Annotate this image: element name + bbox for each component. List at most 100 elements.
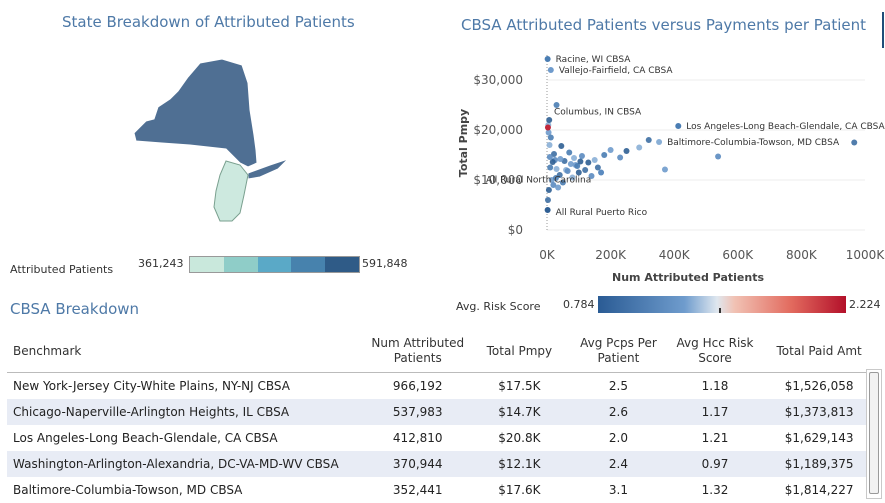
cell-paid: $1,526,058 <box>784 379 854 393</box>
x-tick-label: 1000K <box>846 248 885 262</box>
labeled-data-point <box>544 207 551 213</box>
data-point <box>550 151 557 157</box>
labeled-data-point <box>544 56 551 62</box>
risk-marker <box>719 308 721 313</box>
cell-paid: $1,189,375 <box>784 457 854 471</box>
data-point <box>645 137 652 143</box>
point-label: Racine, WI CBSA <box>556 55 632 65</box>
state-panel-title: State Breakdown of Attributed Patients <box>62 13 355 31</box>
data-point <box>569 174 576 181</box>
data-point <box>545 129 552 136</box>
data-point <box>636 144 643 151</box>
header-num-attributed[interactable]: Num Attributed Patients <box>371 336 465 365</box>
data-point <box>574 163 581 169</box>
header-total-paid[interactable]: Total Paid Amt <box>776 343 862 358</box>
data-point <box>582 167 589 173</box>
legend-swatch-5 <box>325 257 359 272</box>
cell-pcps: 2.6 <box>608 405 628 419</box>
scrollbar-thumb[interactable] <box>869 372 879 494</box>
header-total-pmpy[interactable]: Total Pmpy <box>486 343 553 358</box>
table-row[interactable]: Los Angeles-Long Beach-Glendale, CA CBSA… <box>7 425 875 451</box>
cell-hcc: 1.17 <box>701 405 729 419</box>
data-point <box>567 161 574 167</box>
labeled-data-point <box>598 169 605 176</box>
data-point <box>552 175 559 181</box>
state-map[interactable] <box>130 55 290 225</box>
data-point <box>623 148 630 154</box>
legend-swatch-3 <box>257 257 292 272</box>
header-benchmark[interactable]: Benchmark <box>13 343 82 358</box>
data-point <box>557 156 564 162</box>
data-point <box>546 154 553 160</box>
new-jersey-state-shape[interactable] <box>213 160 249 222</box>
legend-min-value: 361,243 <box>138 257 184 270</box>
y-axis-title: Total Pmpy <box>457 109 470 177</box>
long-island-shape[interactable] <box>247 158 289 180</box>
legend-swatch-2 <box>223 257 258 272</box>
table-scrollbar[interactable] <box>866 369 882 499</box>
cell-pcps: 2.4 <box>608 457 628 471</box>
header-avg-hcc[interactable]: Avg Hcc Risk Score <box>676 336 754 365</box>
cell-pmpy: $14.7K <box>498 405 541 419</box>
data-point <box>545 187 552 193</box>
cell-pcps: 2.0 <box>608 431 628 445</box>
data-point <box>578 153 585 159</box>
cell-benchmark: Chicago-Naperville-Arlington Heights, IL… <box>13 405 290 419</box>
data-point <box>553 166 560 172</box>
risk-legend-min: 0.784 <box>563 298 595 311</box>
legend-swatch-4 <box>291 257 326 272</box>
point-label: Baltimore-Columbia-Towson, MD CBSA <box>667 138 840 148</box>
x-tick-label: 0K <box>539 248 556 262</box>
cell-pcps: 3.1 <box>608 483 628 497</box>
x-tick-label: 800K <box>786 248 818 262</box>
point-label: All Rural North Carolina <box>486 176 591 186</box>
legend-label: Attributed Patients <box>10 263 114 276</box>
risk-legend-max: 2.224 <box>849 298 881 311</box>
data-point <box>715 153 722 160</box>
cell-hcc: 0.97 <box>701 457 729 471</box>
cell-paid: $1,814,227 <box>784 483 854 497</box>
data-point <box>544 197 551 203</box>
data-point <box>571 155 578 161</box>
data-point <box>851 139 858 146</box>
data-point <box>577 158 584 165</box>
panel-edge-bar <box>882 12 884 48</box>
cell-paid: $1,373,813 <box>784 405 854 419</box>
cell-paid: $1,629,143 <box>784 431 854 445</box>
labeled-data-point <box>544 124 551 131</box>
data-point <box>575 169 582 176</box>
point-label: Los Angeles-Long Beach-Glendale, CA CBSA <box>686 122 885 132</box>
table-row[interactable]: Chicago-Naperville-Arlington Heights, IL… <box>7 399 875 425</box>
x-axis-title: Num Attributed Patients <box>612 271 764 284</box>
cell-pmpy: $20.8K <box>498 431 541 445</box>
data-point <box>607 147 614 153</box>
data-point <box>559 179 566 186</box>
cell-benchmark: Washington-Arlington-Alexandria, DC-VA-M… <box>13 457 339 471</box>
data-point <box>566 149 573 156</box>
y-tick-label: $30,000 <box>473 73 523 87</box>
cell-num: 412,810 <box>392 431 443 445</box>
data-point <box>547 134 554 141</box>
cell-benchmark: Los Angeles-Long Beach-Glendale, CA CBSA <box>13 431 278 445</box>
table-row[interactable]: New York-Jersey City-White Plains, NY-NJ… <box>7 373 875 400</box>
y-tick-label: $10,000 <box>473 173 523 187</box>
legend-max-value: 591,848 <box>362 257 408 270</box>
cell-num: 370,944 <box>392 457 443 471</box>
y-tick-label: $0 <box>508 223 523 237</box>
labeled-data-point <box>547 67 554 73</box>
new-york-state-shape[interactable] <box>133 58 258 168</box>
point-label: All Rural Puerto Rico <box>556 208 648 218</box>
data-point <box>553 102 560 108</box>
cell-num: 966,192 <box>392 379 443 393</box>
scatter-panel-title: CBSA Attributed Patients versus Payments… <box>461 16 867 34</box>
data-point <box>588 173 595 179</box>
y-tick-label: $20,000 <box>473 123 523 137</box>
data-point <box>546 117 553 123</box>
legend-swatch-1 <box>190 257 224 272</box>
data-point <box>564 168 571 174</box>
scatter-chart[interactable]: $0 $10,000 $20,000 $30,000 0K 200K 400K 600K 800… <box>450 45 885 290</box>
x-tick-label: 600K <box>722 248 754 262</box>
table-row[interactable]: Washington-Arlington-Alexandria, DC-VA-M… <box>7 451 875 477</box>
header-avg-pcps[interactable]: Avg Pcps Per Patient <box>580 336 657 365</box>
table-row[interactable]: Baltimore-Columbia-Towson, MD CBSA 352,4… <box>7 477 875 503</box>
